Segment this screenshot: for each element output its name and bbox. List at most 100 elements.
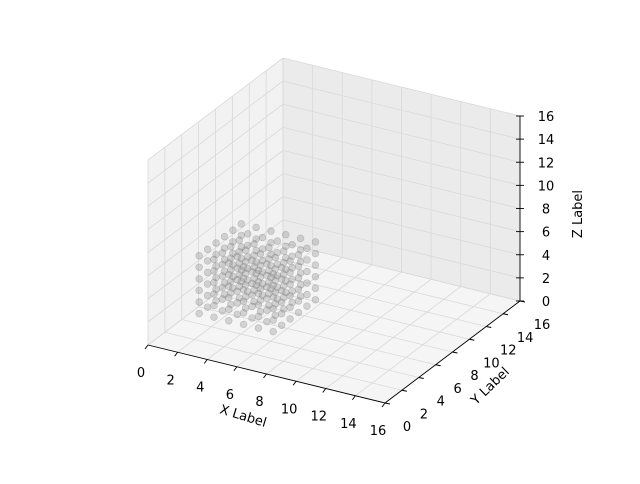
scatter-point — [271, 276, 279, 285]
scatter-point — [265, 278, 273, 286]
scatter-point — [286, 280, 294, 288]
scatter-point — [282, 277, 290, 285]
scatter-point — [227, 254, 235, 262]
scatter-point — [256, 250, 265, 258]
y-tick-label: 4 — [437, 395, 445, 410]
scatter-point — [233, 299, 241, 307]
scatter-point — [237, 277, 246, 286]
scatter-point — [288, 252, 296, 260]
scatter-point — [225, 270, 233, 279]
grid-line — [147, 57, 284, 161]
x-tick-mark — [263, 373, 267, 379]
scatter-point — [254, 278, 263, 286]
scatter-point — [237, 231, 246, 240]
scatter-point — [269, 293, 277, 301]
scatter-point — [212, 250, 220, 259]
scatter-point — [280, 270, 288, 278]
scatter-point — [244, 253, 252, 261]
x-tick-label: 4 — [196, 381, 204, 396]
scatter-point — [225, 293, 233, 302]
scatter-point — [220, 267, 229, 275]
scatter-point — [220, 244, 229, 252]
scatter-point — [195, 275, 203, 283]
scatter-point — [235, 282, 243, 291]
scatter-point — [280, 247, 288, 255]
scatter-point — [311, 238, 320, 246]
scatter-point — [277, 321, 286, 329]
scatter-point — [273, 260, 282, 268]
scatter-point — [235, 248, 243, 256]
scatter-point — [227, 266, 235, 274]
scatter-point — [252, 235, 260, 243]
scatter-point — [303, 279, 311, 287]
scatter-point — [241, 304, 250, 312]
scatter-point — [237, 254, 246, 263]
x-tick-label: 16 — [370, 424, 387, 439]
scatter-point — [256, 284, 265, 293]
scatter-point — [263, 283, 271, 291]
scatter-point — [218, 295, 227, 303]
scatter-point — [267, 238, 275, 247]
scatter-point — [203, 245, 212, 254]
scatter-point — [254, 312, 263, 321]
y-tick-mark — [401, 389, 407, 392]
scatter-point — [288, 298, 296, 307]
y-tick-mark — [418, 377, 424, 379]
y-tick-mark — [503, 313, 509, 316]
scatter-point — [250, 274, 258, 283]
scatter-point — [250, 251, 258, 260]
scatter-point — [265, 243, 273, 252]
y-tick-label: 14 — [517, 331, 534, 346]
scatter-point — [303, 290, 311, 299]
x-tick-mark — [233, 366, 238, 372]
scatter-point — [311, 249, 320, 258]
scatter-point — [248, 279, 256, 288]
scatter-point — [250, 286, 258, 294]
x-tick-mark — [322, 388, 327, 393]
scatter-point — [250, 240, 258, 248]
scatter-point — [233, 276, 241, 284]
scatter-point — [218, 272, 227, 280]
scatter-point — [280, 293, 288, 302]
y-tick-label: 16 — [534, 318, 551, 333]
y-tick-label: 2 — [420, 407, 428, 422]
scatter-point — [256, 261, 265, 270]
scatter-point — [286, 257, 294, 265]
scatter-point — [218, 249, 227, 257]
scatter-point — [195, 263, 203, 271]
z-tick-label: 4 — [542, 249, 550, 264]
scatter-point — [254, 324, 263, 332]
z-axis-ticks: 0 2 4 6 8 10 12 14 16 — [516, 110, 554, 310]
scatter-point — [280, 282, 288, 290]
grid-line — [147, 127, 284, 230]
scatter-point — [210, 290, 218, 298]
scatter-point — [210, 278, 218, 287]
grid-line — [282, 196, 521, 256]
grid-line — [198, 306, 436, 366]
scatter-point — [235, 294, 243, 302]
grid-line — [266, 255, 504, 315]
scatter-point — [277, 263, 286, 272]
scatter-point — [273, 295, 282, 303]
scatter-point — [303, 244, 311, 253]
scatter-point — [244, 241, 252, 250]
scatter-point — [269, 304, 277, 313]
x-tick-label: 6 — [226, 388, 234, 403]
y-tick-mark — [469, 338, 475, 341]
x-tick-label: 12 — [310, 410, 327, 425]
scatter-point — [210, 301, 218, 310]
scatter-point — [218, 307, 227, 315]
scatter-point — [277, 310, 286, 318]
scatter-point — [265, 290, 273, 298]
scatter-point — [271, 253, 279, 262]
scatter-point — [267, 262, 275, 270]
scatter-point — [241, 281, 250, 289]
y-tick-label: 8 — [470, 369, 478, 384]
scatter-point — [296, 234, 305, 243]
scatter-point — [212, 273, 220, 282]
scatter-point — [269, 270, 277, 278]
scatter-point — [210, 267, 218, 275]
scatter-point — [303, 302, 311, 310]
